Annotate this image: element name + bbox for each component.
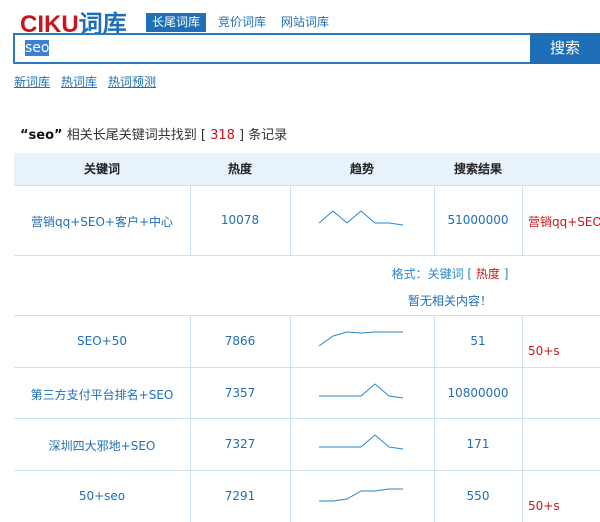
link-hot[interactable]: 热词库: [61, 75, 98, 89]
keyword-link[interactable]: 营销qq+SEO+客户+中心: [30, 215, 174, 229]
results-value: 51000000: [447, 213, 509, 227]
trend-sparkline: [319, 331, 403, 347]
heat-value: 7357: [224, 385, 256, 400]
keyword-link[interactable]: SEO+50: [77, 334, 127, 348]
keyword-link[interactable]: 深圳四大邪地+SEO: [48, 439, 156, 453]
col-divider: [522, 367, 523, 418]
results-value: 51: [470, 334, 486, 348]
row-divider: [14, 470, 600, 471]
empty-message: 暂无相关内容！: [407, 294, 492, 308]
col-divider: [434, 315, 435, 367]
tab-bidding[interactable]: 竞价词库: [218, 15, 267, 29]
row-divider: [14, 255, 600, 256]
results-value: 171: [466, 437, 490, 451]
row-divider: [14, 367, 600, 368]
col-divider: [190, 367, 191, 418]
trend-sparkline: [319, 382, 404, 398]
keyword-link[interactable]: 50+seo: [78, 489, 126, 503]
results-value: 10800000: [447, 385, 509, 400]
related-keyword[interactable]: 营销qq+SEO+: [528, 215, 600, 229]
col-divider: [190, 418, 191, 470]
heat-value: 7866: [224, 334, 256, 348]
col-divider: [434, 418, 435, 470]
table-header: [14, 153, 600, 185]
tab-website[interactable]: 网站词库: [281, 15, 330, 29]
col-divider: [290, 185, 291, 255]
col-divider: [522, 418, 523, 470]
col-divider: [290, 367, 291, 418]
related-keyword[interactable]: 50+s: [528, 344, 560, 358]
col-divider: [522, 470, 523, 522]
col-divider: [290, 315, 291, 367]
col-results: 搜索结果: [453, 162, 502, 176]
col-divider: [190, 315, 191, 367]
col-divider: [190, 185, 191, 255]
col-divider: [434, 185, 435, 255]
trend-sparkline: [319, 434, 404, 450]
related-keyword[interactable]: 50+s: [528, 499, 560, 513]
col-heat: 热度: [227, 162, 252, 176]
format-hint: 格式：关键词 [ 热度 ]: [391, 267, 509, 281]
keyword-link[interactable]: 第三方支付平台排名+SEO: [30, 387, 174, 402]
link-predict[interactable]: 热词预测: [108, 75, 157, 89]
trend-sparkline: [319, 488, 403, 502]
result-summary: “seo” 相关长尾关键词共找到 [ 318 ] 条记录: [20, 128, 288, 143]
col-divider: [434, 367, 435, 418]
search-button[interactable]: 搜索: [530, 33, 600, 64]
tab-long-tail[interactable]: 长尾词库: [146, 13, 207, 32]
col-divider: [290, 470, 291, 522]
row-divider: [14, 315, 600, 316]
results-value: 550: [466, 489, 490, 503]
col-trend: 趋势: [349, 162, 374, 176]
col-keyword: 关键词: [83, 162, 120, 176]
row-divider: [14, 185, 600, 186]
link-new[interactable]: 新词库: [14, 75, 51, 89]
heat-value: 7327: [224, 437, 256, 451]
col-divider: [434, 470, 435, 522]
search-input[interactable]: seo: [13, 33, 533, 64]
heat-value: 10078: [220, 213, 260, 227]
col-divider: [290, 418, 291, 470]
trend-sparkline: [319, 210, 404, 226]
col-divider: [522, 185, 523, 255]
col-divider: [522, 315, 523, 367]
heat-value: 7291: [224, 489, 256, 503]
row-divider: [14, 418, 600, 419]
col-divider: [190, 470, 191, 522]
